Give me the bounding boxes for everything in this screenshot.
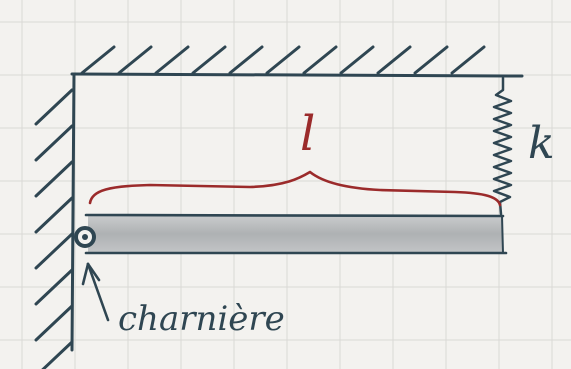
hinge-label: charnière xyxy=(118,299,285,339)
spring xyxy=(492,76,513,216)
hatch-stroke xyxy=(450,45,486,75)
length-brace xyxy=(88,170,502,207)
stiffness-label: k xyxy=(528,118,555,169)
hinge xyxy=(74,226,96,248)
hatch-stroke xyxy=(34,88,74,126)
hatch-stroke xyxy=(302,45,338,75)
hatch-stroke xyxy=(34,232,74,270)
hatch-stroke xyxy=(80,45,116,75)
wall-hatching xyxy=(34,88,74,369)
hatch-stroke xyxy=(34,160,74,198)
ceiling-hatching xyxy=(80,45,486,75)
hatch-stroke xyxy=(34,124,74,162)
hatch-stroke xyxy=(154,45,190,75)
hatch-stroke xyxy=(34,196,74,234)
length-label: l xyxy=(300,106,315,162)
beam xyxy=(84,213,508,255)
hatch-stroke xyxy=(413,45,449,75)
hatch-stroke xyxy=(34,304,74,342)
hinge-arrow xyxy=(81,262,110,322)
hatch-stroke xyxy=(41,340,74,369)
hatch-stroke xyxy=(191,45,227,75)
hatch-stroke xyxy=(117,45,153,75)
left-wall xyxy=(34,72,76,369)
hatch-stroke xyxy=(34,268,74,306)
hatch-stroke xyxy=(376,45,412,75)
hatch-stroke xyxy=(228,45,264,75)
ceiling-wall xyxy=(70,45,524,78)
hatch-stroke xyxy=(339,45,375,75)
hatch-stroke xyxy=(265,45,301,75)
